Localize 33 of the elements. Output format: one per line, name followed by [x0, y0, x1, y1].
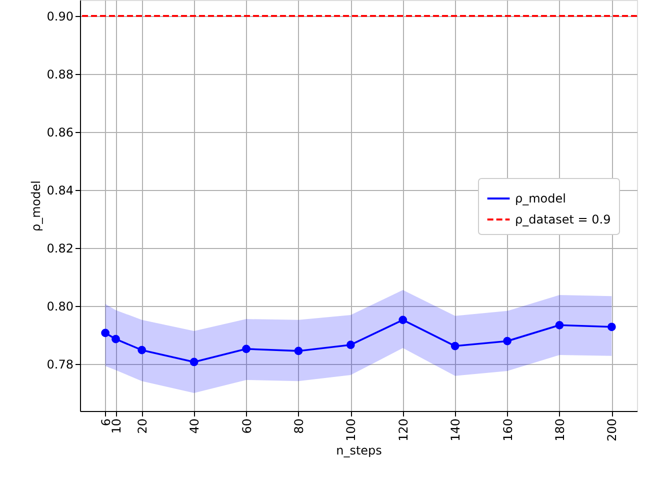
point [101, 328, 110, 338]
x-axis-title: n_steps [336, 443, 382, 458]
point [294, 346, 303, 356]
x-tick-label: 120 [396, 418, 410, 442]
legend-label: ρ_dataset = 0.9 [515, 212, 611, 226]
x-tick-label: 200 [605, 418, 620, 442]
point [346, 340, 355, 350]
x-tick-label: 40 [188, 418, 202, 434]
x-tick-label: 100 [344, 418, 358, 442]
point [398, 316, 408, 324]
x-tick-label: 60 [240, 418, 254, 434]
point [450, 342, 460, 350]
y-tick-label: 0.90 [46, 9, 74, 24]
x-tick-label: 140 [448, 418, 463, 442]
point [190, 358, 198, 366]
point [503, 336, 512, 346]
y-tick-label: 0.80 [46, 300, 74, 314]
point [555, 320, 564, 330]
point [112, 334, 120, 344]
x-tick-label: 80 [292, 418, 306, 434]
x-tick-label: 160 [500, 418, 515, 442]
legend-label: ρ_model [515, 192, 566, 206]
point [242, 344, 250, 354]
x-tick-label: 20 [135, 418, 150, 434]
y-tick-label: 0.86 [46, 125, 74, 140]
point [138, 346, 146, 354]
y-tick-label: 0.82 [46, 241, 74, 256]
y-tick-label: 0.84 [46, 183, 74, 198]
point [608, 322, 616, 332]
y-axis-title: ρ_model [28, 180, 43, 232]
x-tick-label: 180 [552, 418, 567, 442]
y-tick-label: 0.78 [46, 358, 74, 372]
y-tick-label: 0.88 [46, 67, 74, 82]
